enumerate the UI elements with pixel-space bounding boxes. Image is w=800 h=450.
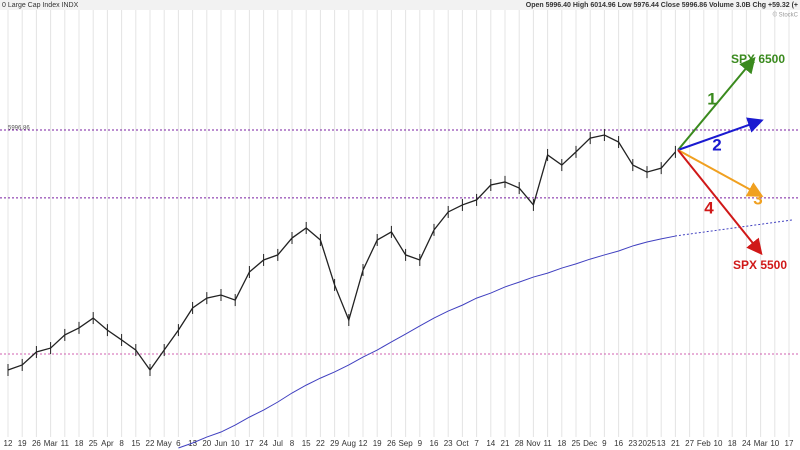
x-tick-label: 10 xyxy=(770,439,779,448)
annotation: 1 xyxy=(707,89,716,108)
x-tick-label: 15 xyxy=(302,439,311,448)
x-tick-label: 8 xyxy=(119,439,124,448)
x-tick-label: May xyxy=(157,439,172,448)
x-tick-label: 11 xyxy=(543,439,552,448)
x-tick-label: Sep xyxy=(398,439,413,448)
x-tick-label: Feb xyxy=(697,439,711,448)
x-tick-label: 13 xyxy=(657,439,666,448)
x-tick-label: 26 xyxy=(32,439,41,448)
x-tick-label: 19 xyxy=(373,439,382,448)
x-tick-label: 10 xyxy=(231,439,240,448)
x-tick-label: Jun xyxy=(215,439,228,448)
x-tick-label: 14 xyxy=(486,439,495,448)
annotation: SPX 5500 xyxy=(733,258,787,272)
arrow xyxy=(677,149,764,197)
x-tick-label: 22 xyxy=(316,439,325,448)
grid: 12 19 26 Mar 11 18 25 Apr 8 15 22 May 6 13 20 Jun 10 17 24… xyxy=(4,10,794,448)
annotation: SPX 6500 xyxy=(731,52,785,66)
annotations: 1 SPX 6500 2 3 4 SPX 5500 xyxy=(704,52,787,272)
x-tick-label: 16 xyxy=(614,439,623,448)
x-tick-label: 17 xyxy=(785,439,794,448)
annotation: 2 xyxy=(712,135,721,154)
x-tick-label: 21 xyxy=(671,439,680,448)
series-line xyxy=(178,235,676,449)
arrow xyxy=(677,149,763,256)
quote: Open 5996.40 High 6014.96 Low 5976.44 Cl… xyxy=(526,2,798,9)
x-tick-label: 18 xyxy=(728,439,737,448)
header-bar xyxy=(0,0,800,10)
x-tick-label: 9 xyxy=(418,439,423,448)
x-tick-label: 17 xyxy=(245,439,254,448)
x-tick-label: 23 xyxy=(628,439,637,448)
arrow xyxy=(677,56,756,151)
x-tick-label: 16 xyxy=(430,439,439,448)
x-tick-label: 27 xyxy=(685,439,694,448)
series-line xyxy=(7,134,676,372)
x-tick-label: Jul xyxy=(273,439,283,448)
level-label: 5996.86 xyxy=(8,126,30,132)
x-tick-label: 2025 xyxy=(638,439,656,448)
watermark: © StockC xyxy=(773,12,799,19)
x-tick-label: 6 xyxy=(176,439,181,448)
x-tick-label: 12 xyxy=(4,439,13,448)
x-tick-label: 13 xyxy=(188,439,197,448)
x-tick-label: 19 xyxy=(18,439,27,448)
x-tick-label: Nov xyxy=(526,439,540,448)
x-tick-label: Dec xyxy=(583,439,597,448)
x-tick-label: Mar xyxy=(44,439,58,448)
x-tick-label: 22 xyxy=(146,439,155,448)
x-tick-label: 21 xyxy=(501,439,510,448)
x-tick-label: 15 xyxy=(131,439,140,448)
x-tick-label: 25 xyxy=(89,439,98,448)
x-tick-label: 18 xyxy=(75,439,84,448)
x-tick-label: Apr xyxy=(101,439,114,448)
plot xyxy=(0,129,800,449)
x-tick-label: 10 xyxy=(714,439,723,448)
x-tick-label: 28 xyxy=(515,439,524,448)
x-tick-label: Mar xyxy=(754,439,768,448)
x-tick-label: 7 xyxy=(474,439,479,448)
arrow xyxy=(677,117,764,151)
x-tick-label: 9 xyxy=(602,439,607,448)
x-tick-label: Oct xyxy=(456,439,469,448)
annotation: 4 xyxy=(704,198,714,217)
x-tick-label: 25 xyxy=(572,439,581,448)
x-tick-label: 23 xyxy=(444,439,453,448)
x-tick-label: 24 xyxy=(742,439,751,448)
x-tick-label: 8 xyxy=(290,439,295,448)
x-tick-label: 26 xyxy=(387,439,396,448)
annotation: 3 xyxy=(753,189,762,208)
x-tick-label: 12 xyxy=(359,439,368,448)
chart-title: 0 Large Cap Index INDX xyxy=(2,2,79,9)
x-tick-label: 11 xyxy=(61,439,70,448)
x-tick-label: 20 xyxy=(202,439,211,448)
x-tick-label: 24 xyxy=(259,439,268,448)
x-tick-label: Aug xyxy=(342,439,356,448)
x-tick-label: 29 xyxy=(330,439,339,448)
x-tick-label: 18 xyxy=(557,439,566,448)
